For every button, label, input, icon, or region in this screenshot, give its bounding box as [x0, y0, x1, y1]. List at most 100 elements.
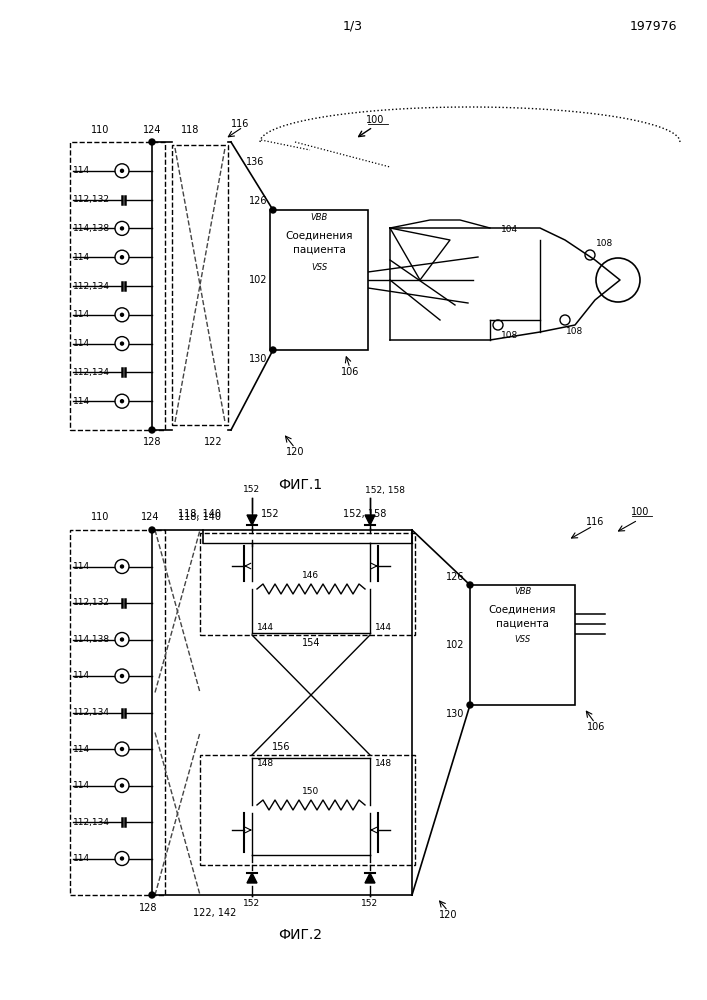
Circle shape	[120, 256, 124, 259]
Text: 152, 158: 152, 158	[365, 486, 405, 494]
Bar	[200, 533, 415, 635]
Bar	[200, 755, 415, 865]
Circle shape	[120, 227, 124, 230]
Text: 156: 156	[271, 742, 291, 752]
Text: 114: 114	[73, 310, 90, 319]
Polygon shape	[247, 873, 257, 883]
Text: 114: 114	[73, 339, 90, 348]
Text: VSS: VSS	[515, 636, 531, 645]
Text: 112,134: 112,134	[73, 708, 110, 717]
Circle shape	[120, 784, 124, 787]
Text: пациента: пациента	[496, 619, 549, 629]
Text: 102: 102	[445, 640, 464, 650]
Text: 152: 152	[243, 486, 261, 494]
Text: 102: 102	[249, 275, 267, 285]
Text: 1/3: 1/3	[343, 19, 363, 32]
Text: 152, 158: 152, 158	[344, 509, 387, 519]
Text: 144: 144	[257, 622, 274, 632]
Bar	[70, 530, 165, 895]
Circle shape	[120, 638, 124, 641]
Bar	[70, 142, 165, 430]
Circle shape	[149, 139, 155, 145]
Circle shape	[149, 427, 155, 433]
Text: 124: 124	[143, 125, 161, 135]
Text: 146: 146	[303, 570, 320, 580]
Text: 152: 152	[261, 509, 279, 519]
Text: 128: 128	[143, 437, 161, 447]
Text: 112,134: 112,134	[73, 282, 110, 290]
Text: 114: 114	[73, 253, 90, 262]
Circle shape	[467, 702, 473, 708]
Text: 108: 108	[597, 239, 614, 248]
Text: 154: 154	[302, 638, 320, 648]
Text: 128: 128	[139, 903, 157, 913]
Text: 126: 126	[445, 572, 464, 582]
Text: 120: 120	[286, 447, 304, 457]
Text: 130: 130	[249, 354, 267, 364]
Text: 197976: 197976	[630, 19, 677, 32]
Text: 152: 152	[361, 900, 378, 908]
Text: 114: 114	[73, 744, 90, 754]
Circle shape	[120, 748, 124, 750]
Text: 124: 124	[141, 512, 159, 522]
Text: 114: 114	[73, 781, 90, 790]
Text: 118, 140: 118, 140	[178, 509, 221, 519]
Circle shape	[120, 169, 124, 172]
Text: 114: 114	[73, 562, 90, 571]
Text: 116: 116	[586, 517, 604, 527]
Text: 100: 100	[366, 115, 384, 125]
Text: 116: 116	[230, 119, 249, 129]
Circle shape	[120, 565, 124, 568]
Polygon shape	[247, 515, 257, 525]
Text: 122: 122	[204, 437, 222, 447]
Text: ФИГ.1: ФИГ.1	[278, 478, 322, 492]
Circle shape	[270, 207, 276, 213]
Text: 114: 114	[73, 854, 90, 863]
Circle shape	[270, 347, 276, 353]
Circle shape	[120, 857, 124, 860]
Text: 126: 126	[249, 196, 267, 206]
Circle shape	[149, 892, 155, 898]
Circle shape	[120, 342, 124, 345]
Text: Соединения: Соединения	[285, 231, 353, 241]
Text: 114: 114	[73, 166, 90, 175]
Bar	[270, 210, 368, 350]
Circle shape	[120, 313, 124, 316]
Text: 108: 108	[566, 328, 583, 336]
Text: VBB: VBB	[310, 214, 327, 223]
Text: 120: 120	[439, 910, 457, 920]
Text: 130: 130	[446, 709, 464, 719]
Text: VSS: VSS	[311, 262, 327, 271]
Text: пациента: пациента	[293, 245, 346, 255]
Text: 108: 108	[501, 330, 519, 340]
Text: ФИГ.2: ФИГ.2	[278, 928, 322, 942]
Text: 148: 148	[375, 758, 392, 768]
Text: 118: 118	[181, 125, 199, 135]
Circle shape	[120, 400, 124, 403]
Text: 100: 100	[631, 507, 649, 517]
Bar	[172, 145, 228, 425]
Text: 144: 144	[375, 622, 392, 632]
Circle shape	[149, 527, 155, 533]
Text: Соединения: Соединения	[489, 605, 556, 615]
Text: 118, 140: 118, 140	[178, 512, 221, 522]
Text: 106: 106	[341, 367, 359, 377]
Text: 112,132: 112,132	[73, 598, 110, 607]
Text: 152: 152	[243, 900, 261, 908]
Text: 112,134: 112,134	[73, 368, 110, 377]
Text: VBB: VBB	[514, 587, 531, 596]
Text: 114,138: 114,138	[73, 635, 110, 644]
Text: 150: 150	[303, 786, 320, 796]
Text: 148: 148	[257, 758, 274, 768]
Circle shape	[467, 582, 473, 588]
Circle shape	[120, 674, 124, 678]
Text: 110: 110	[90, 512, 109, 522]
Text: 114: 114	[73, 397, 90, 406]
Text: 112,134: 112,134	[73, 818, 110, 826]
Text: 136: 136	[246, 157, 264, 167]
Bar	[470, 585, 575, 705]
Text: 112,132: 112,132	[73, 195, 110, 204]
Text: 114: 114	[73, 672, 90, 680]
Text: 122, 142: 122, 142	[193, 908, 237, 918]
Text: 114,138: 114,138	[73, 224, 110, 233]
